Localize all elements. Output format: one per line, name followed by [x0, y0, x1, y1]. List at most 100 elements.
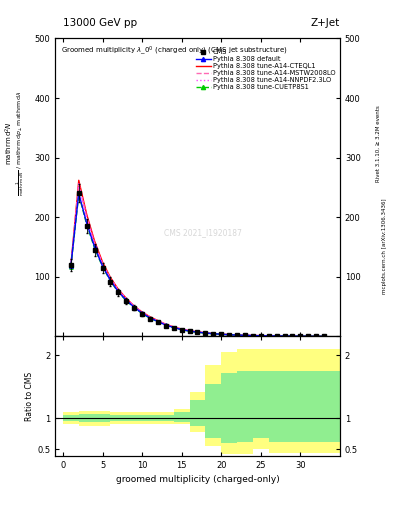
Pythia 8.308 default — [100, 263, 105, 269]
Text: CMS 2021_I1920187: CMS 2021_I1920187 — [164, 228, 242, 237]
Line: Pythia 8.308 tune-CUETP8S1: Pythia 8.308 tune-CUETP8S1 — [69, 193, 326, 338]
Pythia 8.308 tune-A14-NNPDF2.3LO — [306, 333, 310, 339]
Pythia 8.308 default — [227, 332, 231, 338]
Pythia 8.308 tune-CUETP8S1 — [100, 264, 105, 270]
Pythia 8.308 tune-A14-CTEQL1 — [108, 274, 113, 281]
Pythia 8.308 default — [76, 190, 81, 197]
Pythia 8.308 tune-A14-MSTW2008LO — [266, 333, 271, 339]
Pythia 8.308 tune-A14-CTEQL1 — [259, 333, 263, 339]
Line: Pythia 8.308 default: Pythia 8.308 default — [69, 191, 326, 338]
Pythia 8.308 tune-CUETP8S1 — [92, 245, 97, 251]
Pythia 8.308 default — [140, 310, 145, 316]
Pythia 8.308 default — [195, 329, 200, 335]
Pythia 8.308 tune-A14-MSTW2008LO — [227, 332, 231, 338]
Pythia 8.308 tune-A14-NNPDF2.3LO — [195, 329, 200, 335]
Pythia 8.308 tune-CUETP8S1 — [179, 327, 184, 333]
Pythia 8.308 tune-A14-MSTW2008LO — [140, 309, 145, 315]
Line: Pythia 8.308 tune-A14-NNPDF2.3LO: Pythia 8.308 tune-A14-NNPDF2.3LO — [71, 184, 324, 336]
Pythia 8.308 default — [108, 278, 113, 284]
Pythia 8.308 tune-A14-MSTW2008LO — [92, 241, 97, 247]
Text: 13000 GeV pp: 13000 GeV pp — [63, 18, 137, 28]
Pythia 8.308 tune-CUETP8S1 — [76, 191, 81, 198]
Pythia 8.308 tune-A14-CTEQL1 — [148, 314, 152, 320]
Pythia 8.308 default — [187, 328, 192, 334]
Pythia 8.308 default — [124, 297, 129, 303]
Pythia 8.308 tune-A14-MSTW2008LO — [322, 333, 327, 339]
Pythia 8.308 tune-CUETP8S1 — [163, 322, 168, 328]
Pythia 8.308 tune-A14-NNPDF2.3LO — [148, 314, 152, 320]
Pythia 8.308 tune-A14-CTEQL1 — [322, 333, 327, 339]
Pythia 8.308 tune-CUETP8S1 — [250, 332, 255, 338]
Pythia 8.308 tune-A14-CTEQL1 — [116, 286, 121, 292]
Line: Pythia 8.308 tune-A14-MSTW2008LO: Pythia 8.308 tune-A14-MSTW2008LO — [71, 184, 324, 336]
Pythia 8.308 default — [250, 332, 255, 338]
Pythia 8.308 tune-A14-NNPDF2.3LO — [116, 287, 121, 293]
Pythia 8.308 tune-CUETP8S1 — [116, 289, 121, 295]
Pythia 8.308 tune-CUETP8S1 — [235, 332, 239, 338]
Pythia 8.308 tune-A14-CTEQL1 — [298, 333, 303, 339]
Pythia 8.308 default — [132, 304, 136, 310]
Pythia 8.308 tune-A14-MSTW2008LO — [163, 322, 168, 328]
Pythia 8.308 tune-A14-MSTW2008LO — [290, 333, 295, 339]
Pythia 8.308 tune-A14-CTEQL1 — [179, 326, 184, 332]
Pythia 8.308 tune-A14-CTEQL1 — [76, 177, 81, 183]
Text: $\frac{1}{\mathrm{mathrm\,d}N}$ / $\mathrm{mathrm\,d}p_\perp\,\mathrm{mathrm\,d}: $\frac{1}{\mathrm{mathrm\,d}N}$ / $\math… — [14, 91, 26, 196]
Pythia 8.308 tune-A14-NNPDF2.3LO — [179, 326, 184, 332]
Pythia 8.308 tune-A14-NNPDF2.3LO — [84, 214, 89, 220]
Pythia 8.308 tune-A14-CTEQL1 — [227, 332, 231, 338]
Pythia 8.308 default — [211, 331, 216, 337]
Pythia 8.308 tune-A14-CTEQL1 — [124, 295, 129, 302]
Pythia 8.308 tune-CUETP8S1 — [298, 333, 303, 339]
Pythia 8.308 tune-CUETP8S1 — [227, 332, 231, 338]
Pythia 8.308 tune-A14-NNPDF2.3LO — [242, 332, 247, 338]
Pythia 8.308 tune-CUETP8S1 — [266, 333, 271, 339]
Pythia 8.308 default — [290, 333, 295, 339]
Pythia 8.308 tune-A14-CTEQL1 — [290, 333, 295, 339]
Pythia 8.308 tune-A14-CTEQL1 — [156, 317, 160, 324]
Pythia 8.308 tune-A14-MSTW2008LO — [235, 332, 239, 338]
Pythia 8.308 tune-A14-CTEQL1 — [219, 331, 224, 337]
Pythia 8.308 tune-A14-CTEQL1 — [195, 329, 200, 335]
Pythia 8.308 tune-A14-MSTW2008LO — [195, 329, 200, 335]
Pythia 8.308 tune-A14-MSTW2008LO — [203, 330, 208, 336]
Pythia 8.308 tune-CUETP8S1 — [195, 329, 200, 335]
Pythia 8.308 tune-CUETP8S1 — [322, 333, 327, 339]
Pythia 8.308 tune-A14-NNPDF2.3LO — [219, 331, 224, 337]
Pythia 8.308 tune-A14-MSTW2008LO — [108, 275, 113, 282]
Pythia 8.308 tune-A14-NNPDF2.3LO — [132, 303, 136, 309]
Pythia 8.308 tune-CUETP8S1 — [84, 221, 89, 227]
Pythia 8.308 tune-A14-CTEQL1 — [282, 333, 287, 339]
Pythia 8.308 tune-A14-CTEQL1 — [187, 328, 192, 334]
Pythia 8.308 tune-A14-MSTW2008LO — [116, 287, 121, 293]
Pythia 8.308 tune-A14-CTEQL1 — [266, 333, 271, 339]
Pythia 8.308 tune-CUETP8S1 — [156, 319, 160, 325]
Pythia 8.308 tune-A14-CTEQL1 — [132, 303, 136, 309]
Pythia 8.308 default — [148, 315, 152, 321]
Pythia 8.308 default — [314, 333, 319, 339]
Pythia 8.308 tune-A14-CTEQL1 — [274, 333, 279, 339]
Pythia 8.308 tune-CUETP8S1 — [140, 310, 145, 316]
Pythia 8.308 tune-A14-CTEQL1 — [92, 238, 97, 244]
Pythia 8.308 tune-CUETP8S1 — [282, 333, 287, 339]
Pythia 8.308 tune-A14-MSTW2008LO — [298, 333, 303, 339]
Pythia 8.308 tune-A14-MSTW2008LO — [314, 333, 319, 339]
Pythia 8.308 tune-CUETP8S1 — [124, 297, 129, 304]
Pythia 8.308 default — [274, 333, 279, 339]
Pythia 8.308 tune-A14-NNPDF2.3LO — [298, 333, 303, 339]
Pythia 8.308 tune-A14-MSTW2008LO — [211, 331, 216, 337]
Pythia 8.308 tune-A14-MSTW2008LO — [282, 333, 287, 339]
Text: Z+Jet: Z+Jet — [311, 18, 340, 28]
Pythia 8.308 default — [242, 332, 247, 338]
Pythia 8.308 tune-A14-NNPDF2.3LO — [322, 333, 327, 339]
Pythia 8.308 tune-A14-NNPDF2.3LO — [203, 330, 208, 336]
Pythia 8.308 tune-CUETP8S1 — [306, 333, 310, 339]
Pythia 8.308 tune-A14-MSTW2008LO — [259, 333, 263, 339]
Pythia 8.308 tune-CUETP8S1 — [108, 278, 113, 284]
Pythia 8.308 default — [282, 333, 287, 339]
Pythia 8.308 tune-CUETP8S1 — [68, 264, 73, 270]
Pythia 8.308 tune-A14-MSTW2008LO — [156, 318, 160, 324]
Pythia 8.308 tune-A14-MSTW2008LO — [68, 263, 73, 269]
Pythia 8.308 default — [92, 244, 97, 250]
Pythia 8.308 tune-A14-CTEQL1 — [242, 332, 247, 338]
Pythia 8.308 tune-A14-NNPDF2.3LO — [187, 328, 192, 334]
